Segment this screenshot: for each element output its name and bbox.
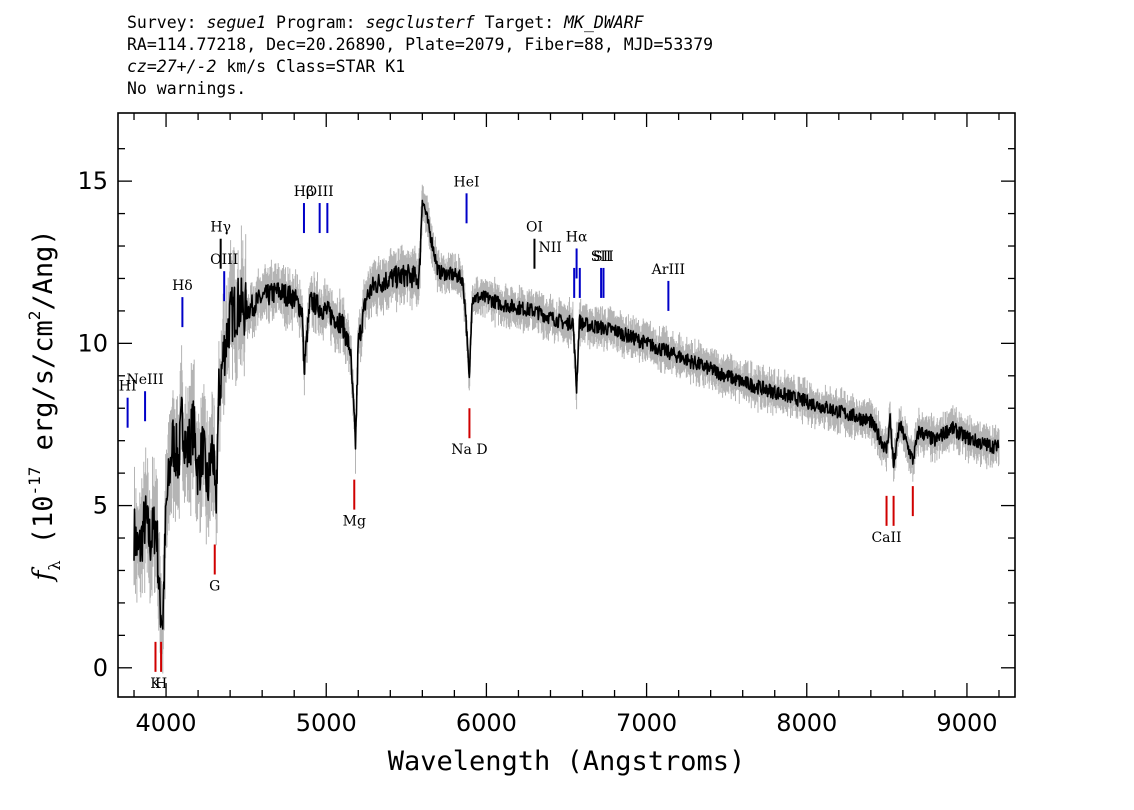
line-label-mg: Mg	[343, 514, 366, 530]
y-axis-label: fλ (10-17 erg/s/cm2/Ang)	[25, 229, 64, 582]
y-tick-label: 10	[77, 329, 108, 357]
cz-value: cz=27+/-2	[127, 57, 217, 76]
line-label-hi: HI	[119, 379, 137, 395]
survey-value: segue1	[206, 13, 267, 32]
y-label-open: (10	[28, 495, 59, 560]
class-value: km/s Class=STAR K1	[216, 57, 406, 76]
target-label: Target:	[474, 13, 565, 32]
line-label-g: G	[209, 579, 220, 595]
x-tick-label: 4000	[136, 709, 197, 737]
y-label-close: /Ang)	[28, 229, 59, 310]
y-label-sq: 2	[25, 311, 44, 321]
line-label-oiii: OIII	[210, 252, 238, 268]
header-line-survey: Survey: segue1 Program: segclusterf Targ…	[127, 12, 713, 34]
x-tick-label: 7000	[616, 709, 677, 737]
line-label-hγ: Hγ	[210, 220, 231, 236]
y-label-units: erg/s/cm	[28, 320, 59, 466]
plot-frame	[117, 112, 1016, 698]
error-band-path	[133, 184, 1000, 674]
header-line-redshift: cz=27+/-2 km/s Class=STAR K1	[127, 56, 713, 78]
axis-ticks: 4000 5000 6000 7000 8000 9000 0 5 10 15	[77, 113, 1015, 737]
y-tick-label: 0	[93, 654, 108, 682]
program-value: segclusterf	[365, 13, 475, 32]
y-tick-label: 15	[77, 167, 108, 195]
line-label-hα: Hα	[566, 229, 588, 245]
x-tick-label: 6000	[456, 709, 517, 737]
x-axis-label: Wavelength (Angstroms)	[388, 746, 746, 777]
line-label-na-d: Na D	[451, 442, 487, 458]
header-line-warnings: No warnings.	[127, 79, 247, 98]
line-label-neiii: NeIII	[126, 372, 163, 388]
line-label-nii: NII	[539, 240, 562, 256]
target-value: MK_DWARF	[564, 13, 644, 32]
x-tick-label: 8000	[776, 709, 837, 737]
header-line-coordinates: RA=114.77218, Dec=20.26890, Plate=2079, …	[127, 35, 714, 54]
y-label-exp: -17	[25, 467, 44, 496]
line-label-ariii: ArIII	[651, 262, 685, 278]
y-label-lambda: λ	[45, 561, 64, 571]
flux-series	[133, 199, 1000, 630]
error-band	[133, 184, 1000, 674]
spectrum-header: Survey: segue1 Program: segclusterf Targ…	[127, 12, 713, 100]
line-label-hβ: Hβ	[294, 184, 314, 200]
line-label-sii: SII	[591, 249, 612, 265]
line-label-sii: SII	[593, 249, 614, 265]
line-label-k: K	[150, 676, 161, 692]
survey-label: Survey:	[127, 13, 207, 32]
flux-line	[133, 199, 1000, 630]
line-label-hei: HeI	[454, 174, 480, 190]
line-label-oiii: OIII	[306, 184, 334, 200]
x-tick-label: 5000	[296, 709, 357, 737]
y-tick-label: 5	[93, 492, 108, 520]
line-markers: HINeIIIHδHγOIIIHβOIIIHeIOINIIHαSIISIIArI…	[119, 174, 914, 692]
line-label-h: H	[155, 676, 167, 692]
line-label-hδ: Hδ	[172, 278, 193, 294]
program-label: Program:	[266, 13, 366, 32]
line-label-oi: OI	[526, 220, 543, 236]
x-tick-label: 9000	[936, 709, 997, 737]
line-label-caii: CaII	[871, 530, 901, 546]
